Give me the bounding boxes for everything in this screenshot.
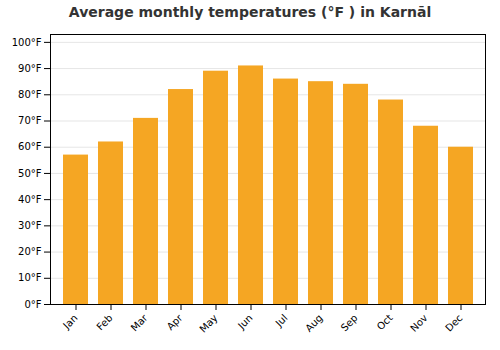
svg-text:Apr: Apr xyxy=(165,312,186,333)
svg-text:40°F: 40°F xyxy=(18,194,42,205)
svg-text:Jan: Jan xyxy=(60,312,79,331)
svg-text:Aug: Aug xyxy=(303,312,325,334)
svg-text:10°F: 10°F xyxy=(18,272,42,283)
svg-text:Jul: Jul xyxy=(273,312,290,329)
svg-text:80°F: 80°F xyxy=(18,89,42,100)
svg-text:20°F: 20°F xyxy=(18,246,42,257)
svg-text:Dec: Dec xyxy=(443,312,464,333)
svg-text:50°F: 50°F xyxy=(18,168,42,179)
svg-text:Mar: Mar xyxy=(129,312,151,334)
svg-text:90°F: 90°F xyxy=(18,63,42,74)
svg-text:Jun: Jun xyxy=(235,312,255,332)
svg-text:May: May xyxy=(197,312,219,334)
svg-text:Oct: Oct xyxy=(375,312,395,332)
svg-text:Nov: Nov xyxy=(408,312,430,334)
html-text:Average monthly temperatures (: Average monthly temperatures (°F ) in Ka… xyxy=(68,4,432,20)
svg-text:60°F: 60°F xyxy=(18,141,42,152)
svg-text:100°F: 100°F xyxy=(12,37,42,48)
svg-text:30°F: 30°F xyxy=(18,220,42,231)
svg-text:Feb: Feb xyxy=(94,312,114,332)
svg-text:0°F: 0°F xyxy=(24,299,41,310)
svg-text:Sep: Sep xyxy=(339,312,360,333)
svg-text:70°F: 70°F xyxy=(18,115,42,126)
